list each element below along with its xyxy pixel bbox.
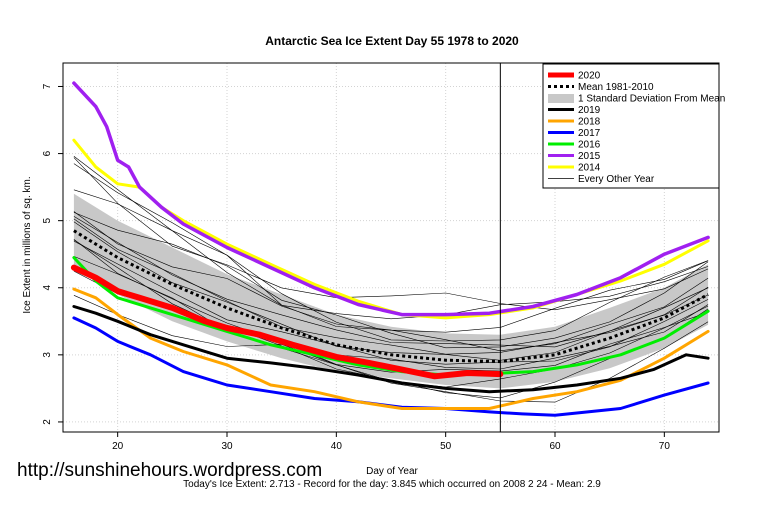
legend-label: 2017	[578, 128, 601, 139]
series-line-2019	[72, 305, 710, 394]
other-year-line	[73, 295, 709, 403]
legend-swatch	[548, 94, 574, 103]
footer-stats: Today's Ice Extent: 2.713 - Record for t…	[183, 479, 601, 490]
legend-label: 1 Standard Deviation From Mean	[578, 94, 725, 105]
legend-label: Every Other Year	[578, 174, 655, 185]
x-tick-label: 60	[549, 441, 561, 452]
other-year-line	[73, 216, 709, 348]
y-tick-label: 7	[42, 83, 53, 89]
y-tick-label: 4	[42, 285, 53, 291]
x-tick-label: 50	[440, 441, 452, 452]
other-year-line	[73, 163, 709, 333]
other-year-line	[73, 212, 709, 349]
legend-label: 2015	[578, 151, 601, 162]
axes: 20 30 40 50 60 70 2 3 4 5 6 7	[42, 62, 720, 452]
other-year-line	[73, 240, 709, 365]
x-tick-label: 20	[112, 441, 124, 452]
chart-title: Antarctic Sea Ice Extent Day 55 1978 to …	[265, 34, 519, 48]
std-band-area	[73, 193, 709, 389]
y-tick-label: 5	[42, 217, 53, 223]
series-line-2016	[72, 256, 710, 377]
other-year-line	[73, 239, 709, 370]
x-tick-label: 30	[221, 441, 233, 452]
other-year-line	[73, 157, 709, 311]
legend-label: 2016	[578, 140, 601, 151]
other-year-line	[73, 239, 709, 373]
series-line-2015	[72, 81, 710, 317]
legend-label: Mean 1981-2010	[578, 82, 654, 93]
y-tick-label: 3	[42, 352, 53, 358]
std-band	[73, 193, 709, 389]
y-tick-label: 2	[42, 419, 53, 425]
other-year-line	[73, 156, 709, 320]
legend-label: 2018	[578, 117, 601, 128]
y-axis-label: Ice Extent in millions of sq. km.	[22, 176, 33, 313]
watermark-url: http://sunshinehours.wordpress.com	[17, 460, 322, 481]
every-other-year-lines	[73, 156, 709, 403]
legend-label: 2020	[578, 71, 601, 82]
legend-label: 2014	[578, 163, 601, 174]
other-year-line	[73, 218, 709, 355]
x-tick-label: 70	[659, 441, 671, 452]
x-tick-label: 40	[331, 441, 343, 452]
series-line-2020	[70, 264, 504, 380]
y-tick-label: 6	[42, 150, 53, 156]
plot-frame	[62, 62, 720, 433]
legend-label: 2019	[578, 105, 601, 116]
mean-line	[73, 229, 709, 364]
x-axis-label: Day of Year	[366, 466, 418, 477]
series-lines	[70, 81, 710, 417]
